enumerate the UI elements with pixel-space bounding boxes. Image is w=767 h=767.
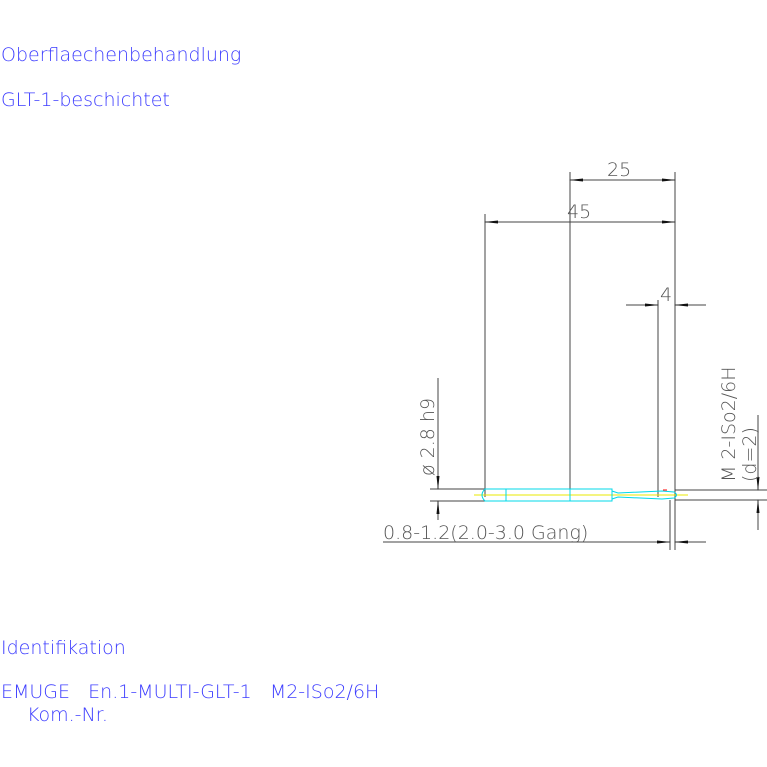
surface-treatment-label: Oberflaechenbehandlung — [1, 44, 241, 66]
diameter-label: ø 2.8 h9 — [417, 398, 439, 476]
dimension-25: 25 — [607, 159, 631, 181]
dimension-4: 4 — [660, 284, 672, 306]
thread-label: M 2-ISo2/6H — [718, 366, 740, 482]
core-hole-label: 0.8-1.2(2.0-3.0 Gang) — [383, 522, 588, 544]
dimension-45: 45 — [567, 201, 591, 223]
tap-tool-outline — [474, 488, 688, 502]
surface-treatment-value: GLT-1-beschichtet — [1, 89, 170, 111]
kom-nr-label: Kom.-Nr. — [27, 704, 108, 726]
identification-value: EMUGE En.1-MULTI-GLT-1 M2-ISo2/6H — [1, 681, 379, 703]
thread-d-label: (d=2) — [739, 427, 761, 482]
identification-label: Identifikation — [1, 637, 126, 659]
